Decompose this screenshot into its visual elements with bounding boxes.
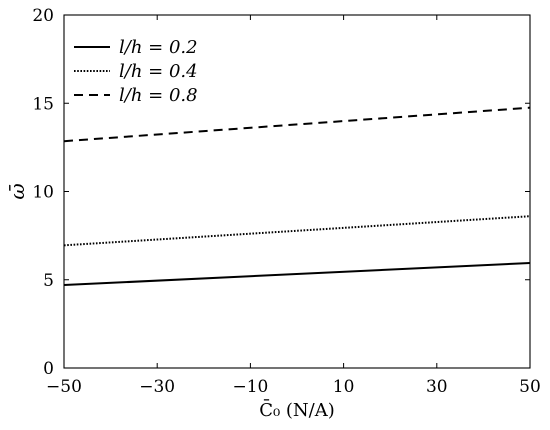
x-tick-label: 50 — [519, 377, 541, 397]
axis-labels: C̄₀ (N/A) ω̄ — [5, 183, 335, 421]
x-axis-ticks: −50 −30 −10 10 30 50 — [46, 15, 541, 397]
y-tick-label: 5 — [43, 271, 54, 291]
series-line-1 — [63, 261, 531, 287]
y-tick-label: 15 — [32, 94, 54, 114]
x-tick-label: −50 — [46, 377, 82, 397]
y-axis-label: ω̄ — [5, 183, 29, 199]
legend-label-3: l/h = 0.8 — [119, 85, 198, 106]
series-line-2 — [63, 215, 531, 247]
series-line-3 — [63, 106, 531, 143]
x-tick-label: −30 — [139, 377, 175, 397]
series-layer — [63, 106, 531, 287]
x-axis-label: C̄₀ (N/A) — [259, 398, 335, 421]
x-tick-label: 30 — [426, 377, 448, 397]
y-tick-label: 20 — [32, 6, 54, 26]
y-tick-label: 0 — [43, 359, 54, 379]
legend-label-1: l/h = 0.2 — [119, 37, 198, 58]
x-tick-label: 10 — [333, 377, 355, 397]
legend-label-2: l/h = 0.4 — [119, 61, 198, 82]
legend: l/h = 0.2 l/h = 0.4 l/h = 0.8 — [74, 37, 198, 106]
y-axis-ticks: 0 5 10 15 20 — [32, 6, 530, 379]
x-tick-label: −10 — [232, 377, 268, 397]
y-tick-label: 10 — [32, 183, 54, 203]
